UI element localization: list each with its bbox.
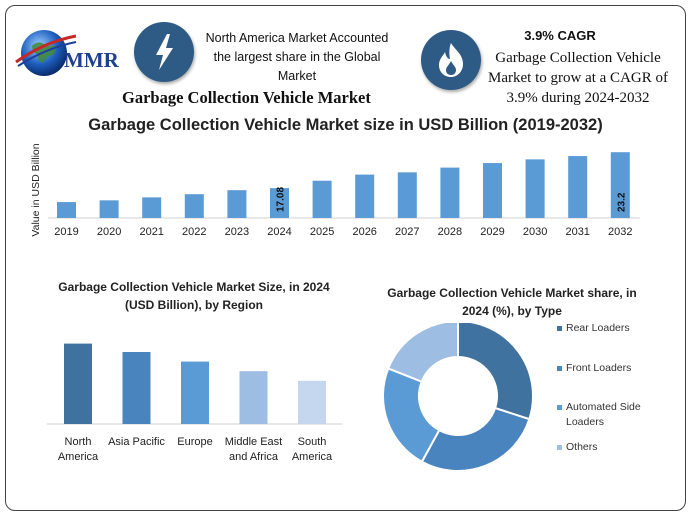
donut-slice-1 bbox=[420, 406, 531, 472]
bar-2029 bbox=[483, 163, 502, 218]
market-size-chart: Value in USD Billion 2019 2020 2021 2022 202… bbox=[30, 143, 640, 238]
bar-2030 bbox=[525, 159, 545, 218]
x-tick-label: 2021 bbox=[139, 226, 163, 238]
bar-2019 bbox=[57, 202, 76, 218]
main-chart-title: Garbage Collection Vehicle Market size i… bbox=[88, 116, 603, 134]
region-tick-label: America bbox=[58, 451, 99, 463]
legend-swatch bbox=[557, 326, 562, 331]
donut-slice-3 bbox=[386, 323, 459, 383]
x-tick-label: 2025 bbox=[310, 226, 334, 238]
legend-swatch bbox=[557, 366, 562, 371]
flame-icon bbox=[421, 30, 481, 90]
x-tick-label: 2030 bbox=[523, 226, 547, 238]
x-tick-label: 2029 bbox=[480, 226, 504, 238]
region-tick-label: and Africa bbox=[229, 451, 279, 463]
bar-2032 bbox=[610, 152, 630, 218]
globe-icon bbox=[15, 30, 77, 76]
bar-2027 bbox=[397, 172, 417, 218]
region-tick-label: South bbox=[298, 436, 327, 448]
region-tick-label: Middle East bbox=[225, 436, 282, 448]
region-tick-label: America bbox=[292, 451, 333, 463]
mmr-logo bbox=[15, 30, 77, 76]
bar-2024 bbox=[270, 188, 289, 218]
market-subtitle: Garbage Collection Vehicle Market bbox=[122, 88, 371, 107]
x-tick-label: 2028 bbox=[438, 226, 462, 238]
x-tick-label: 2022 bbox=[182, 226, 206, 238]
legend-item-others: Others bbox=[557, 440, 598, 455]
bar-2022 bbox=[184, 194, 204, 218]
data-label: 17.08 bbox=[276, 187, 287, 212]
lightning-icon bbox=[134, 22, 194, 82]
infographic-frame bbox=[5, 5, 686, 511]
region-tick-label: Europe bbox=[177, 436, 212, 448]
region-bar-0 bbox=[64, 343, 92, 424]
bar-2031 bbox=[568, 156, 588, 218]
legend-label: Others bbox=[566, 441, 598, 453]
region-chart: North America Asia Pacific Europe Middle Eas… bbox=[47, 343, 342, 463]
legend-label: Rear Loaders bbox=[566, 322, 630, 334]
bar-2020 bbox=[99, 200, 119, 218]
x-tick-label: 2024 bbox=[267, 226, 291, 238]
region-tick-label: Asia Pacific bbox=[108, 436, 165, 448]
region-chart-title: Garbage Collection Vehicle Market Size, … bbox=[58, 280, 330, 312]
bar-2023 bbox=[227, 190, 247, 218]
donut-slice-2 bbox=[382, 367, 441, 464]
bar-2026 bbox=[355, 174, 375, 218]
bar-2025 bbox=[312, 180, 332, 218]
region-bar-4 bbox=[298, 380, 326, 424]
legend-swatch bbox=[557, 445, 562, 450]
data-label: 23.2 bbox=[616, 192, 627, 212]
cagr-title: 3.9% CAGR bbox=[524, 28, 596, 43]
x-tick-label: 2019 bbox=[54, 226, 78, 238]
legend-label: Automated Side Loaders bbox=[566, 401, 641, 428]
donut-slice-0 bbox=[457, 323, 534, 421]
bar-2028 bbox=[440, 167, 460, 218]
region-bar-1 bbox=[122, 352, 151, 424]
legend-item-automated-side-loaders: Automated Side Loaders bbox=[557, 400, 666, 430]
x-tick-label: 2020 bbox=[97, 226, 121, 238]
region-tick-label: North bbox=[65, 436, 92, 448]
logo-text: MMR bbox=[64, 48, 119, 72]
x-tick-label: 2032 bbox=[608, 226, 632, 238]
region-bar-3 bbox=[239, 371, 268, 424]
legend-item-rear-loaders: Rear Loaders bbox=[557, 321, 630, 336]
x-tick-label: 2031 bbox=[565, 226, 589, 238]
legend-label: Front Loaders bbox=[566, 362, 632, 374]
x-tick-label: 2023 bbox=[225, 226, 249, 238]
x-tick-label: 2026 bbox=[352, 226, 376, 238]
legend-item-front-loaders: Front Loaders bbox=[557, 361, 632, 376]
x-tick-label: 2027 bbox=[395, 226, 419, 238]
bar-2021 bbox=[142, 197, 162, 218]
cagr-description: Garbage Collection Vehicle Market to gro… bbox=[488, 50, 668, 106]
legend-swatch bbox=[557, 405, 562, 410]
type-chart-title: Garbage Collection Vehicle Market share,… bbox=[387, 286, 637, 318]
region-highlight-text: North America Market Accounted the large… bbox=[205, 31, 389, 83]
type-donut-chart bbox=[382, 323, 534, 472]
region-bar-2 bbox=[181, 361, 209, 424]
y-axis-label: Value in USD Billion bbox=[30, 143, 42, 236]
